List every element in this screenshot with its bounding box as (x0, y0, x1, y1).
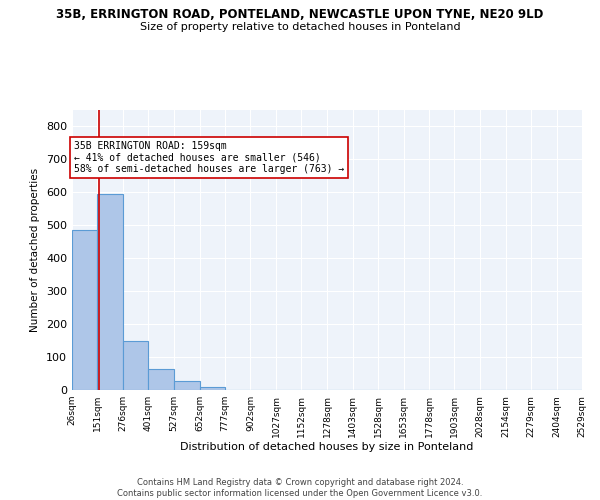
Bar (97, 194, 123, 390)
Bar (200, 386, 225, 390)
Bar (72, 230, 97, 390)
Bar (123, 340, 148, 390)
Bar (148, 369, 174, 390)
Bar (174, 381, 200, 390)
Text: Size of property relative to detached houses in Ponteland: Size of property relative to detached ho… (140, 22, 460, 32)
Text: Distribution of detached houses by size in Ponteland: Distribution of detached houses by size … (181, 442, 473, 452)
Text: 35B, ERRINGTON ROAD, PONTELAND, NEWCASTLE UPON TYNE, NE20 9LD: 35B, ERRINGTON ROAD, PONTELAND, NEWCASTL… (56, 8, 544, 20)
Y-axis label: Number of detached properties: Number of detached properties (31, 168, 40, 332)
Text: 35B ERRINGTON ROAD: 159sqm
← 41% of detached houses are smaller (546)
58% of sem: 35B ERRINGTON ROAD: 159sqm ← 41% of deta… (74, 142, 344, 174)
Text: Contains HM Land Registry data © Crown copyright and database right 2024.
Contai: Contains HM Land Registry data © Crown c… (118, 478, 482, 498)
